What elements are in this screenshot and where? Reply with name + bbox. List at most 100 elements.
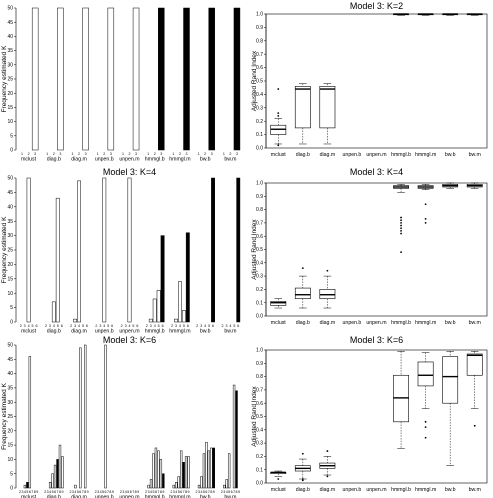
k-tick-label: 2 — [170, 490, 172, 494]
bar — [26, 482, 29, 489]
k-tick-label: 1 — [172, 152, 174, 156]
group-label: bw.b — [200, 329, 211, 335]
category-label: mclust — [271, 320, 287, 326]
k-tick-label: 3 — [211, 152, 213, 156]
k-tick-label: 9 — [137, 490, 139, 494]
y-tick-label: 0.4 — [256, 92, 263, 98]
k-tick-label: 2 — [222, 324, 224, 328]
k-tick-label: 2 — [129, 152, 131, 156]
k-tick-label: 2 — [179, 152, 181, 156]
k-tick-label: 3 — [74, 324, 76, 328]
bar — [28, 356, 32, 489]
bar — [223, 484, 226, 489]
y-tick-label: 0 — [10, 486, 13, 492]
group-label: mclust — [21, 495, 37, 498]
y-axis-label: Adjusted Rand Index — [251, 386, 258, 447]
y-tick-label: 1.0 — [256, 181, 263, 187]
bar — [178, 281, 182, 323]
chart-panel-2: Model 3: K=2 Adjusted Rand Index 0.0 0.1 0.2… — [251, 1, 488, 158]
outlier-point — [424, 420, 427, 423]
y-tick-label: 0.6 — [256, 234, 263, 240]
outlier-point — [400, 229, 402, 232]
y-tick-label: 0.3 — [256, 105, 263, 111]
k-tick-label: 1 — [46, 152, 48, 156]
y-tick-label: 25 — [7, 414, 13, 420]
bar — [104, 344, 107, 489]
k-tick-label: 3 — [24, 324, 26, 328]
bar — [79, 347, 82, 489]
group-label: mclust — [21, 329, 37, 335]
y-tick-label: 0.7 — [256, 388, 263, 394]
k-tick-label: 4 — [24, 490, 26, 494]
k-tick-label: 4 — [179, 324, 181, 328]
y-tick-label: 0.3 — [256, 274, 263, 280]
bar — [48, 482, 52, 489]
y-tick-label: 15 — [7, 276, 13, 282]
y-tick-label: 0.1 — [256, 300, 263, 306]
y-tick-label: 0.0 — [256, 146, 263, 152]
outlier-point — [326, 269, 329, 272]
box-bw.b — [442, 182, 459, 189]
chart-title: Model 3: K=4 — [103, 167, 156, 177]
k-tick-label: 6 — [105, 490, 107, 494]
y-tick-label: 20 — [7, 91, 13, 97]
y-tick-label: 15 — [7, 105, 13, 111]
k-tick-label: 9 — [188, 490, 190, 494]
k-tick-label: 9 — [162, 490, 164, 494]
k-tick-label: 8 — [34, 490, 36, 494]
k-tick-label: 2 — [154, 152, 156, 156]
k-tick-label: 9 — [213, 490, 215, 494]
bar — [61, 456, 64, 489]
chart-title: Model 3: K=6 — [103, 335, 156, 345]
y-tick-label: 1.0 — [256, 348, 263, 354]
y-tick-label: 25 — [7, 77, 13, 83]
y-tick-label: 40 — [7, 34, 13, 40]
group-label: diag.m — [71, 329, 87, 335]
group-label: hmmgl.m — [169, 495, 190, 498]
k-tick-label: 8 — [135, 490, 137, 494]
outlier-point — [301, 452, 304, 455]
bar-group-bw.m: 2 3 4 5 6 7 8 9bw.m — [221, 384, 240, 498]
k-tick-label: 2 — [171, 324, 173, 328]
k-tick-label: 3 — [175, 324, 177, 328]
k-tick-label: 2 — [196, 324, 198, 328]
y-tick-label: 5 — [10, 471, 13, 477]
box-diag.b — [294, 452, 311, 482]
k-tick-label: 3 — [21, 490, 23, 494]
k-tick-label: 3 — [34, 152, 36, 156]
k-tick-label: 4 — [49, 490, 51, 494]
k-tick-label: 6 — [35, 324, 37, 328]
y-tick-label: 0.1 — [256, 132, 263, 138]
k-tick-label: 3 — [110, 152, 112, 156]
group-label: diag.b — [47, 157, 61, 163]
box-hmmgl.m — [417, 13, 434, 16]
bar — [26, 177, 31, 323]
bar — [53, 464, 57, 489]
k-tick-label: 3 — [223, 490, 225, 494]
category-label: bw.m — [469, 152, 481, 158]
group-label: bw.m — [224, 329, 236, 335]
k-tick-label: 3 — [236, 152, 238, 156]
k-tick-label: 5 — [208, 324, 210, 328]
outlier-point — [301, 267, 304, 270]
bar — [82, 7, 89, 151]
k-tick-label: 4 — [78, 324, 80, 328]
y-tick-label: 10 — [7, 457, 13, 463]
bar — [200, 476, 203, 489]
y-tick-label: 0.2 — [256, 454, 263, 460]
y-tick-label: 35 — [7, 48, 13, 54]
y-tick-label: 0.8 — [256, 374, 263, 380]
bar — [147, 484, 150, 489]
y-tick-label: 15 — [7, 443, 13, 449]
box-iqr — [466, 353, 483, 376]
bar — [74, 484, 77, 489]
k-tick-label: 6 — [212, 324, 214, 328]
category-label: unpen.m — [366, 320, 386, 326]
k-tick-label: 2 — [120, 490, 122, 494]
